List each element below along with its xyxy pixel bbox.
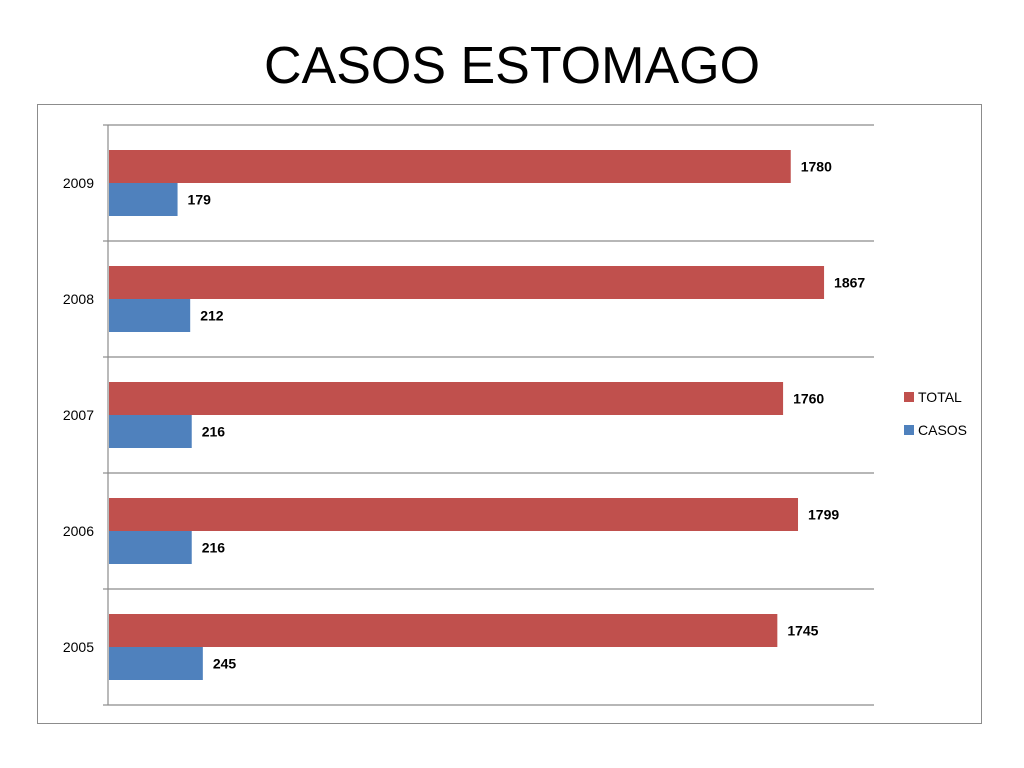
data-label: 179 bbox=[188, 192, 212, 208]
legend-label-total: TOTAL bbox=[918, 389, 962, 405]
data-label: 216 bbox=[202, 540, 226, 556]
data-label: 1780 bbox=[801, 159, 832, 175]
legend-label-casos: CASOS bbox=[918, 422, 967, 438]
data-label: 1799 bbox=[808, 507, 839, 523]
page-title: CASOS ESTOMAGO bbox=[263, 37, 761, 95]
bar-casos-2005 bbox=[109, 647, 203, 680]
bar-total-2009 bbox=[109, 150, 791, 183]
bar-total-2007 bbox=[109, 382, 784, 415]
bar-casos-2009 bbox=[109, 183, 178, 216]
data-label: 245 bbox=[213, 656, 237, 672]
bar-casos-2007 bbox=[109, 415, 192, 448]
bar-total-2008 bbox=[109, 266, 825, 299]
data-label: 212 bbox=[200, 308, 224, 324]
bar-total-2005 bbox=[109, 614, 778, 647]
data-label: 1867 bbox=[834, 275, 865, 291]
category-label: 2009 bbox=[63, 175, 94, 191]
data-label: 1745 bbox=[787, 623, 818, 639]
data-label: 1760 bbox=[793, 391, 824, 407]
legend-swatch-total bbox=[904, 392, 914, 402]
category-label: 2008 bbox=[63, 291, 94, 307]
category-label: 2005 bbox=[63, 639, 94, 655]
legend-swatch-casos bbox=[904, 425, 914, 435]
chart-frame: 2009 1780 179 2008 1867 212 2007 1760 216 2006 179… bbox=[37, 104, 982, 724]
category-label: 2006 bbox=[63, 523, 94, 539]
data-label: 216 bbox=[202, 424, 226, 440]
bar-casos-2006 bbox=[109, 531, 192, 564]
bar-casos-2008 bbox=[109, 299, 191, 332]
bar-total-2006 bbox=[109, 498, 799, 531]
bar-chart: 2009 1780 179 2008 1867 212 2007 1760 216 2006 179… bbox=[63, 124, 967, 706]
category-label: 2007 bbox=[63, 407, 94, 423]
